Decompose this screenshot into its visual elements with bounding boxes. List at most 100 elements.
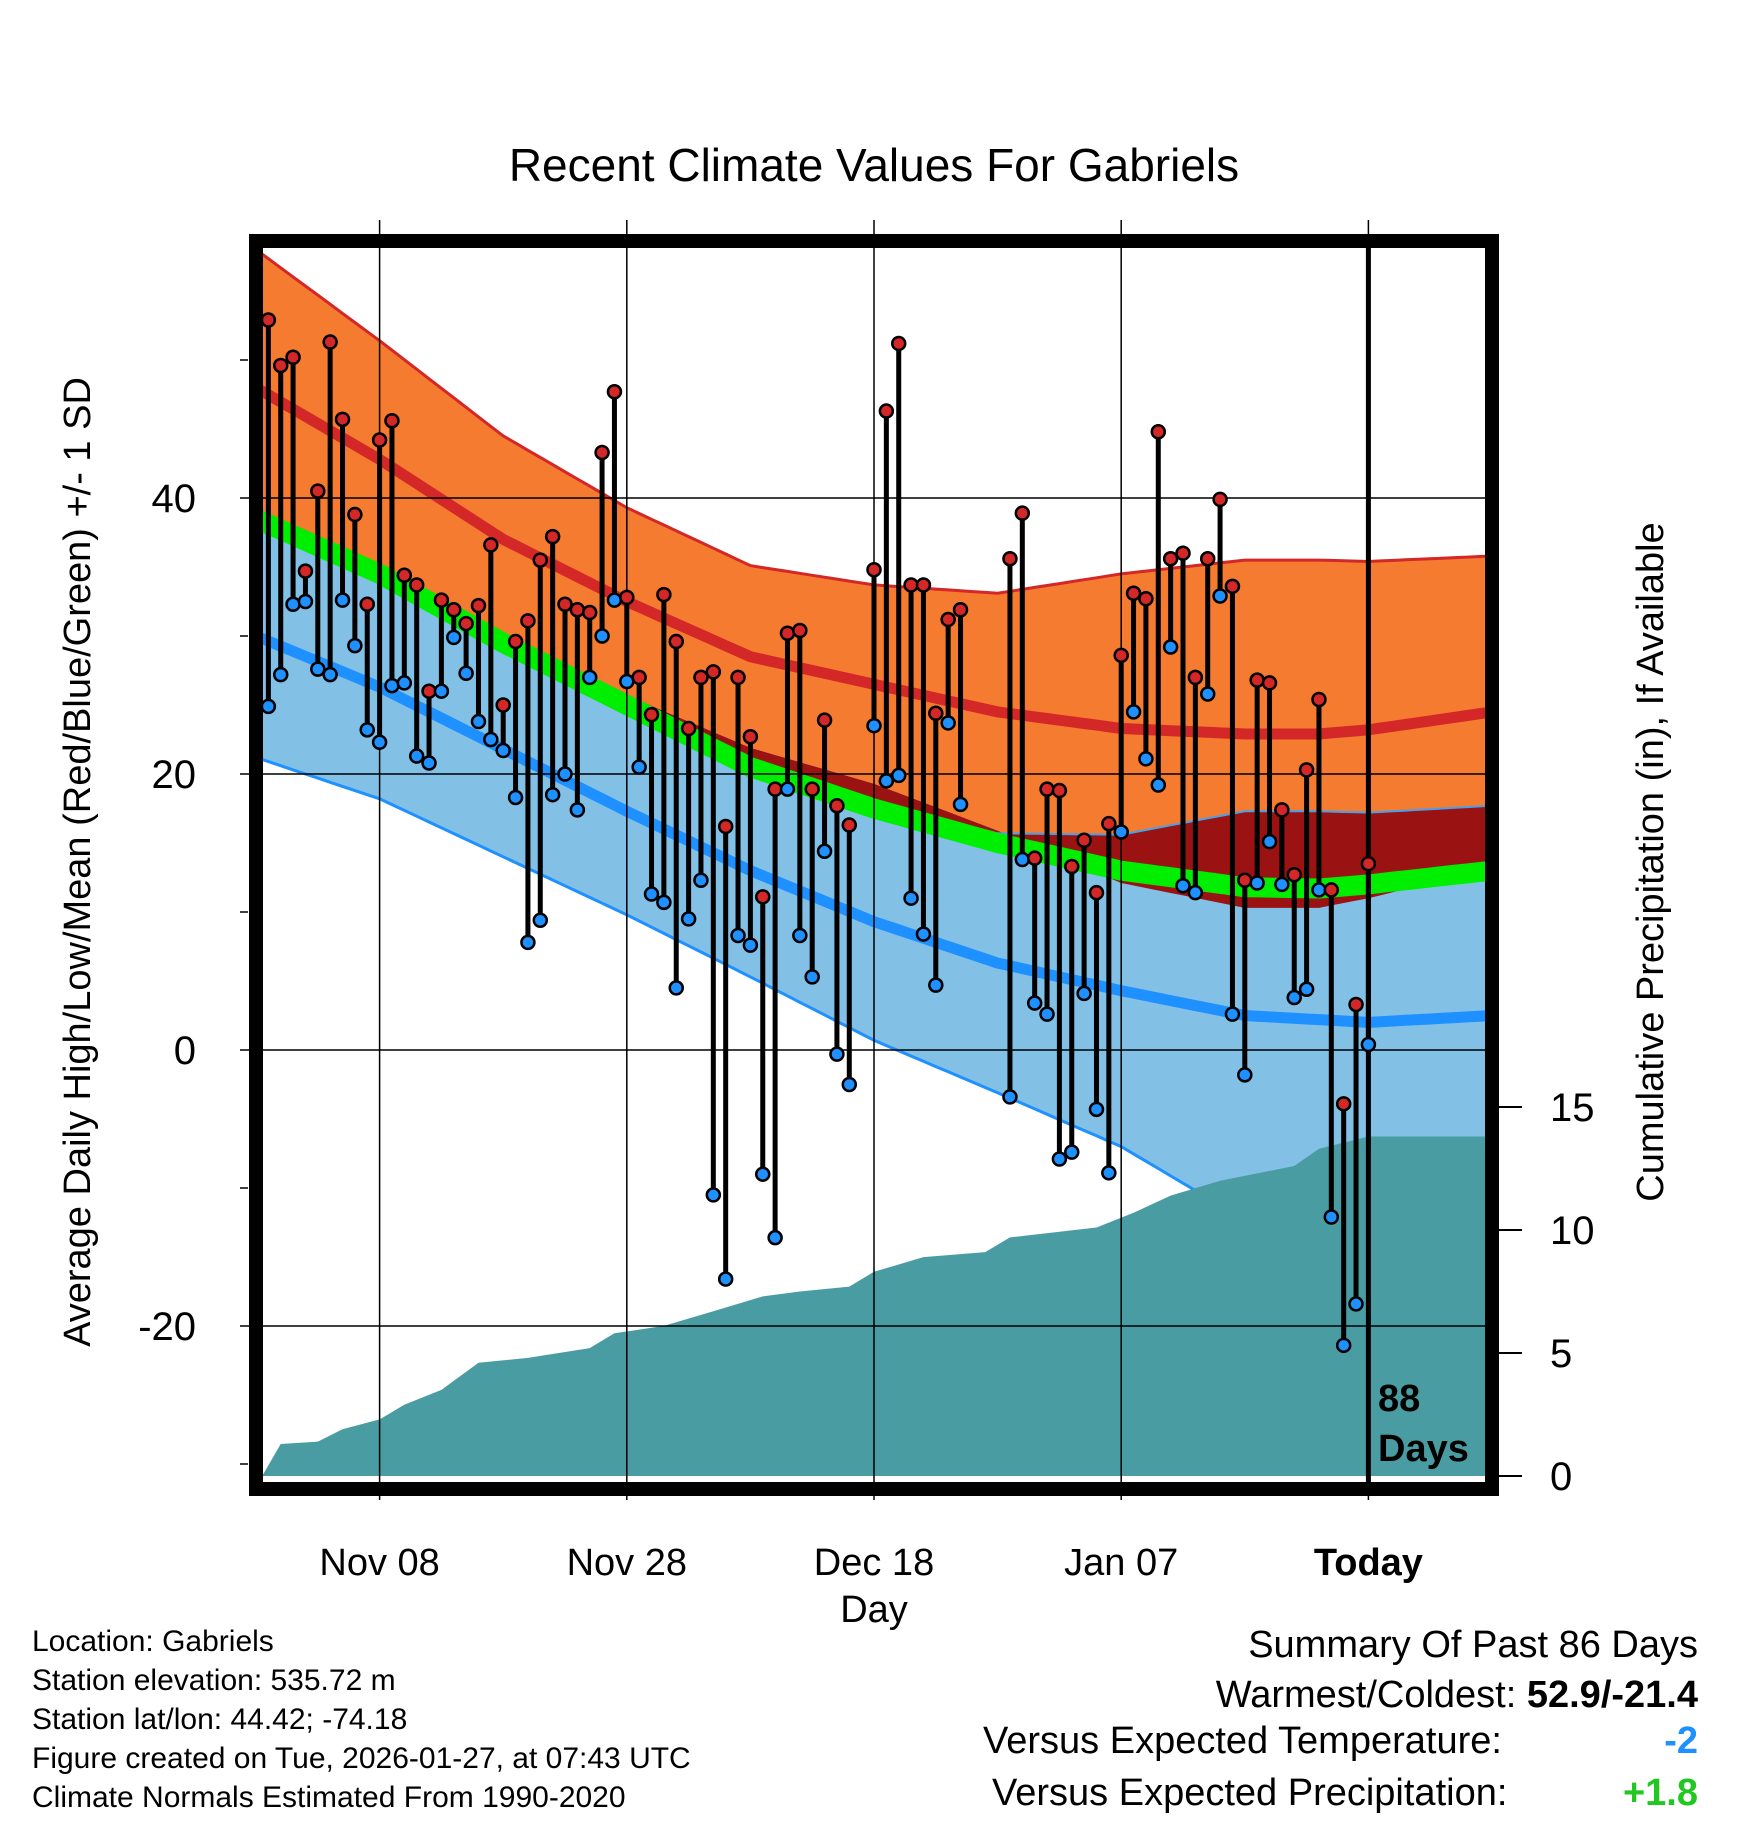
daily-low-point [767, 1229, 783, 1246]
daily-low-point [1212, 588, 1228, 604]
daily-high-point [1298, 762, 1315, 778]
daily-low-point [569, 802, 586, 818]
daily-high-point [1274, 802, 1290, 818]
temp-vs-expected-value: -2 [1664, 1720, 1698, 1762]
daily-high-point [1039, 781, 1055, 797]
daily-low-point [1002, 1089, 1018, 1105]
y-tick-label: 40 [152, 477, 197, 521]
daily-low-point [717, 1271, 734, 1287]
daily-high-point [1138, 590, 1154, 607]
daily-high-point [1014, 505, 1031, 521]
daily-low-point [631, 759, 647, 775]
daily-low-point [297, 593, 314, 610]
daily-low-point [1039, 1006, 1055, 1022]
daily-high-point [1175, 545, 1191, 561]
daily-high-point [1187, 669, 1204, 686]
daily-high-point [1088, 884, 1105, 901]
warmest-coldest-row: Warmest/Coldest: 52.9/-21.4 [1216, 1670, 1698, 1720]
daily-high-point [1064, 858, 1080, 875]
daily-high-point [1125, 585, 1142, 601]
daily-high-point [458, 615, 474, 632]
daily-low-point [680, 911, 697, 927]
daily-low-point [581, 669, 598, 686]
daily-low-point [730, 927, 746, 944]
daily-low-point [1249, 875, 1265, 891]
daily-high-point [643, 706, 660, 723]
daily-high-point [730, 669, 746, 686]
daily-low-point [594, 628, 610, 644]
daily-high-point [495, 697, 511, 713]
daily-low-point [878, 773, 895, 789]
daily-high-point [606, 383, 623, 400]
y2-tick-label: 0 [1550, 1455, 1572, 1499]
daily-high-point [594, 444, 610, 461]
daily-low-point [915, 926, 932, 942]
daily-low-point [952, 796, 969, 813]
daily-low-point [1162, 639, 1179, 655]
daily-low-point [668, 980, 684, 996]
latlon-text: Station lat/lon: 44.42; -74.18 [32, 1703, 408, 1736]
y2-tick-label: 15 [1550, 1086, 1595, 1130]
warmest-coldest-label: Warmest/Coldest: [1215, 1674, 1517, 1716]
y-tick-label: 20 [152, 753, 197, 797]
daily-high-point [1286, 866, 1302, 883]
daily-high-point [310, 483, 326, 499]
daily-low-point [310, 661, 326, 677]
daily-low-point [1199, 686, 1216, 702]
daily-low-point [1187, 884, 1204, 901]
daily-high-point [1076, 832, 1092, 848]
daily-low-point [470, 713, 487, 730]
daily-low-point [396, 675, 413, 691]
daily-high-point [1162, 550, 1179, 567]
daily-high-point [1113, 647, 1129, 664]
daily-high-point [631, 669, 647, 686]
daily-low-point [841, 1076, 858, 1093]
x-tick-label: Nov 08 [319, 1542, 439, 1584]
daily-high-point [433, 592, 450, 608]
daily-high-point [742, 728, 759, 745]
daily-low-point [495, 742, 511, 759]
daily-low-point [940, 715, 956, 731]
daily-high-point [952, 602, 969, 618]
daily-high-point [755, 889, 771, 905]
daily-high-point [322, 334, 338, 350]
daily-high-point [359, 596, 375, 613]
daily-high-point [779, 625, 796, 641]
daily-low-point [829, 1046, 845, 1062]
daily-high-point [532, 552, 549, 568]
daily-low-point [890, 767, 907, 784]
daily-high-point [619, 589, 635, 606]
daily-low-point [656, 894, 672, 911]
daily-low-point [1138, 751, 1154, 767]
daily-low-point [520, 934, 536, 951]
daily-high-point [1323, 882, 1340, 898]
x-tick-label: Today [1314, 1542, 1423, 1584]
daily-low-point [359, 722, 375, 738]
daily-high-point [1026, 850, 1043, 866]
daily-low-point [1175, 878, 1191, 894]
daily-high-point [1101, 815, 1117, 832]
x-tick-label: Dec 18 [814, 1542, 934, 1584]
y-tick-label: -20 [138, 1305, 196, 1349]
y-tick-label: 0 [174, 1029, 196, 1073]
daily-low-point [1125, 704, 1142, 720]
daily-high-point [903, 577, 919, 593]
daily-high-point [804, 781, 820, 797]
daily-high-point [347, 506, 363, 523]
daily-high-point [470, 597, 487, 614]
daily-low-point [1101, 1165, 1117, 1181]
daily-low-point [804, 969, 820, 985]
daily-low-point [1088, 1101, 1105, 1118]
daily-high-point [878, 403, 895, 419]
normals-text: Climate Normals Estimated From 1990-2020 [32, 1781, 626, 1814]
daily-low-point [1323, 1209, 1340, 1225]
daily-low-point [262, 698, 277, 715]
daily-low-point [1348, 1296, 1364, 1312]
summary-panel: Summary Of Past 86 Days Warmest/Coldest:… [1216, 1620, 1698, 1720]
daily-low-point [792, 927, 808, 944]
daily-low-point [483, 731, 499, 748]
daily-high-point [693, 669, 709, 686]
daily-high-point [656, 586, 672, 603]
daily-low-point [446, 629, 462, 646]
